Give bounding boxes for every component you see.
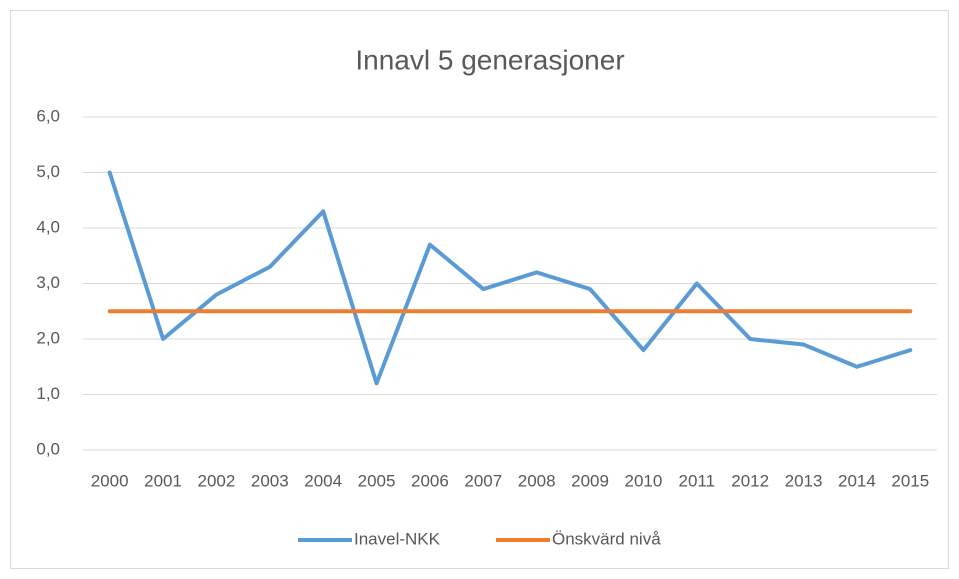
x-tick-label: 2014 — [838, 471, 876, 490]
x-tick-label: 2015 — [891, 471, 929, 490]
x-tick-label: 2003 — [251, 471, 289, 490]
x-tick-label: 2008 — [518, 471, 556, 490]
x-tick-label: 2000 — [91, 471, 129, 490]
x-tick-label: 2010 — [625, 471, 663, 490]
x-tick-label: 2009 — [571, 471, 609, 490]
x-tick-label: 2006 — [411, 471, 449, 490]
y-tick-label: 6,0 — [36, 106, 60, 125]
x-tick-label: 2004 — [304, 471, 342, 490]
line-series — [107, 170, 913, 386]
x-tick-label: 2001 — [144, 471, 182, 490]
legend-label: Önskvärd nivå — [552, 529, 661, 548]
x-tick-label: 2013 — [785, 471, 823, 490]
y-tick-label: 5,0 — [36, 162, 60, 181]
y-tick-label: 0,0 — [36, 439, 60, 458]
y-tick-label: 1,0 — [36, 384, 60, 403]
x-tick-label: 2005 — [358, 471, 396, 490]
x-tick-label: 2007 — [464, 471, 502, 490]
legend-label: Inavel-NKK — [354, 529, 441, 548]
chart-title: Innavl 5 generasjoner — [355, 44, 624, 75]
chart-border — [10, 10, 949, 569]
x-tick-label: 2011 — [679, 471, 716, 490]
y-tick-label: 3,0 — [36, 273, 60, 292]
x-tick-label: 2012 — [731, 471, 769, 490]
y-tick-label: 2,0 — [36, 328, 60, 347]
x-tick-label: 2002 — [198, 471, 236, 490]
y-tick-label: 4,0 — [36, 217, 60, 236]
